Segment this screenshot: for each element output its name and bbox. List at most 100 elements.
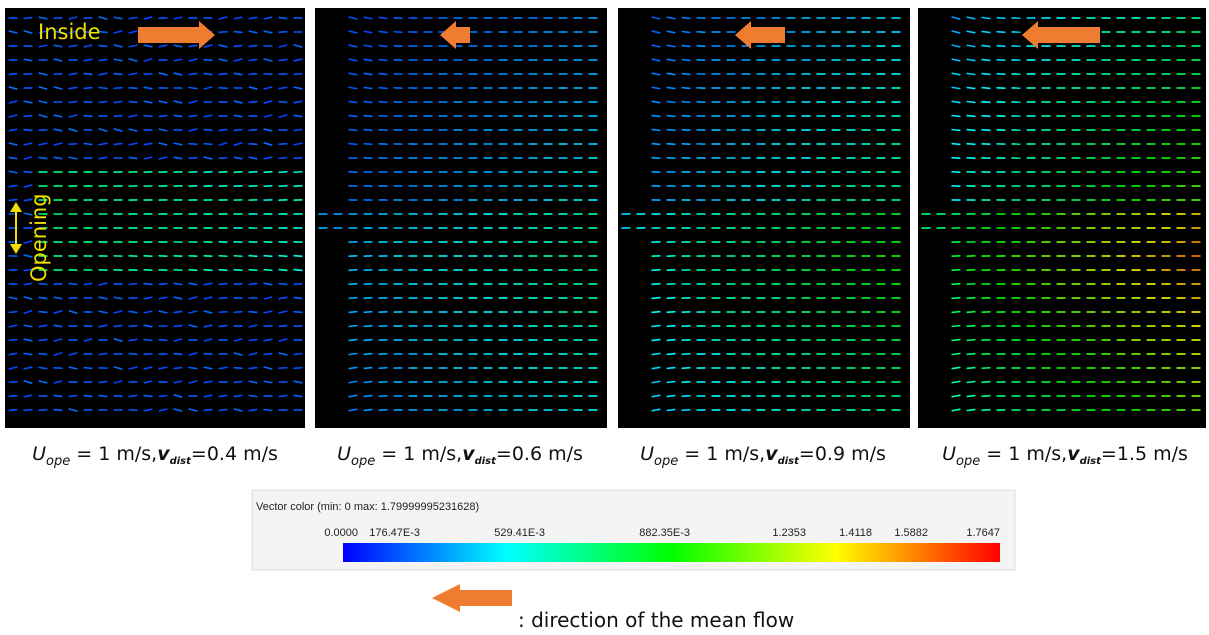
flow-vector [966,58,976,62]
flow-vector [8,296,18,300]
flow-vector [681,30,691,34]
caption-part: v [1067,443,1080,465]
flow-vector [951,44,961,48]
flow-vector [651,72,661,76]
flow-vector [348,156,358,160]
flow-vector [53,16,63,20]
flow-vector [651,58,661,62]
flow-vector [263,254,273,258]
flow-vector [38,142,48,146]
flow-vector [248,100,258,104]
flow-vector [128,310,138,314]
flow-vector [278,324,288,328]
flow-vector [8,114,18,118]
flow-vector [363,114,373,118]
flow-vector [143,296,153,300]
flow-vector [38,408,48,412]
flow-direction-arrow [138,21,215,49]
flow-vector [98,324,108,328]
flow-vector [203,16,213,20]
flow-vector [173,72,183,76]
flow-vector [23,212,33,216]
flow-vector [348,30,358,34]
flow-vector [393,58,403,62]
flow-vector [203,282,213,286]
flow-vector [996,30,1006,34]
flow-vector [651,100,661,104]
flow-vector [143,282,153,286]
caption-part: dist [475,456,498,467]
flow-vector [666,30,676,34]
caption-part: = 1 m/s, [678,443,765,465]
flow-direction-arrow [440,21,470,49]
flow-vector [348,170,358,174]
flow-vector [263,170,273,174]
flow-vector [8,394,18,398]
flow-vector [38,380,48,384]
flow-vector [128,352,138,356]
flow-vector [203,324,213,328]
flow-vector [363,394,373,398]
flow-vector [348,366,358,370]
flow-vector [666,114,676,118]
flow-vector [188,114,198,118]
flow-vector [378,16,388,20]
flow-vector [263,128,273,132]
flow-vector [263,352,273,356]
flow-vector [203,310,213,314]
flow-vector [128,142,138,146]
flow-vector [68,16,78,20]
flow-vector [363,58,373,62]
flow-vector [233,156,243,160]
flow-vector [188,142,198,146]
flow-vector [651,296,661,300]
flow-vector [996,44,1006,48]
flow-vector [98,30,108,34]
flow-vector [8,30,18,34]
flow-vector [666,86,676,90]
flow-vector [113,394,123,398]
flow-vector [98,58,108,62]
flow-vector [293,114,303,118]
flow-vector [278,30,288,34]
flow-vector [951,296,961,300]
flow-vector [203,408,213,412]
flow-vector [128,394,138,398]
flow-vector [293,43,303,49]
flow-vector [363,100,373,104]
flow-vector [128,128,138,132]
flow-vector [348,72,358,76]
flow-vector [651,114,661,118]
flow-vector [23,128,33,132]
flow-vector [248,156,258,160]
panel-caption: Uope = 1 m/s,vdist=1.5 m/s [942,443,1188,469]
flow-vector [293,310,303,314]
flow-vector [38,113,48,119]
flow-vector [951,282,961,286]
flow-vector [248,86,258,90]
flow-vector [8,72,18,76]
flow-vector [98,100,108,104]
flow-vector [666,310,676,314]
caption-part: ope [46,454,70,469]
flow-vector [951,380,961,384]
flow-vector [363,380,373,384]
flow-vector [666,142,676,146]
flow-vector [53,408,63,412]
flow-vector [278,184,288,188]
flow-vector [378,380,388,384]
flow-vector [248,324,258,328]
flow-vector [158,394,168,398]
flow-vector [23,58,33,62]
flow-vector [951,128,961,132]
flow-vector [378,30,388,34]
flow-vector [173,100,183,104]
flow-vector [38,296,48,300]
flow-vector [278,170,288,174]
flow-vector [53,282,63,286]
flow-vector [233,44,243,48]
flow-vector [83,380,93,384]
flow-vector [981,408,991,412]
flow-vector [113,16,123,20]
flow-vector [293,142,303,146]
